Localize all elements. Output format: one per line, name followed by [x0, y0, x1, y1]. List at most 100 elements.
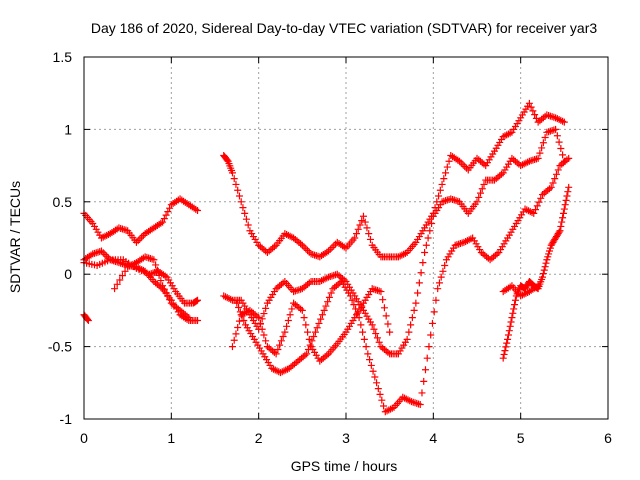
axis-ticks: 0 1 2 3 4 5 6 -1 -0.5 0 0.5 1 1.5 [48, 49, 612, 446]
y-tick-label: 1 [64, 121, 72, 137]
data-point [505, 327, 513, 335]
data-point [118, 272, 126, 280]
data-point [480, 180, 488, 188]
data-point [386, 328, 394, 336]
data-point [260, 331, 268, 339]
data-point [372, 330, 380, 338]
x-tick-label: 1 [167, 430, 175, 446]
data-point [111, 285, 119, 293]
data-point [374, 385, 382, 393]
data-point [373, 334, 381, 342]
data-point [162, 211, 170, 219]
data-point [97, 247, 105, 255]
series-track-c [80, 256, 202, 307]
data-point [351, 234, 359, 242]
data-point [284, 317, 292, 325]
data-point [260, 310, 268, 318]
data-point [473, 198, 481, 206]
data-point [420, 377, 428, 385]
data-point [504, 331, 512, 339]
x-tick-label: 6 [604, 430, 612, 446]
data-point [508, 314, 516, 322]
data-point [531, 111, 539, 119]
data-point [277, 337, 285, 345]
data-point [558, 218, 566, 226]
data-point [359, 212, 367, 220]
data-point [255, 314, 263, 322]
data-point [562, 196, 570, 204]
data-point [318, 311, 326, 319]
data-point [410, 306, 418, 314]
data-point [302, 245, 310, 253]
data-point [232, 180, 240, 188]
data-point [262, 304, 270, 312]
data-point [417, 269, 425, 277]
data-point [324, 298, 332, 306]
data-point [559, 151, 567, 159]
data-point [541, 134, 549, 142]
y-tick-label: -1 [60, 411, 73, 427]
data-point [539, 273, 546, 281]
data-point [565, 183, 573, 191]
data-point [353, 309, 361, 317]
data-point [530, 209, 538, 217]
data-point [303, 350, 311, 358]
data-point [384, 320, 392, 328]
data-point [235, 317, 243, 325]
data-point [230, 336, 238, 344]
data-point [534, 154, 542, 162]
data-point [366, 235, 374, 243]
data-point [262, 337, 270, 345]
data-point [354, 225, 362, 233]
data-point [559, 214, 567, 222]
data-point [532, 206, 540, 214]
data-point [304, 246, 312, 254]
data-point [364, 350, 372, 358]
data-point [239, 204, 247, 212]
data-point [242, 215, 250, 223]
y-tick-label: -0.5 [48, 339, 72, 355]
data-point [475, 193, 483, 201]
data-point [83, 315, 91, 323]
data-point [305, 335, 313, 343]
data-point [359, 328, 367, 336]
data-point [241, 209, 249, 217]
data-point [279, 332, 287, 340]
series-track-k [499, 282, 542, 300]
data-point [509, 309, 517, 317]
data-point [535, 198, 543, 206]
x-tick-label: 5 [517, 430, 525, 446]
data-point [436, 186, 444, 194]
data-point [306, 341, 314, 349]
data-point [152, 261, 160, 269]
data-point [375, 338, 383, 346]
data-point [552, 170, 560, 178]
data-point [322, 302, 330, 310]
data-point [325, 293, 333, 301]
data-point [300, 243, 308, 251]
data-point [150, 256, 158, 264]
series-track-g [220, 125, 568, 358]
data-point [500, 350, 508, 358]
data-point [551, 175, 559, 183]
data-point [542, 259, 550, 267]
series-track-f [220, 99, 568, 261]
grid [84, 57, 608, 419]
data-point [367, 361, 375, 369]
data-point [276, 341, 284, 349]
data-point [549, 179, 557, 187]
data-point [443, 163, 451, 171]
data-point [511, 296, 519, 304]
data-point [157, 277, 165, 285]
data-point [540, 266, 548, 274]
data-point [430, 308, 438, 316]
data-point [560, 205, 568, 213]
data-point [99, 249, 107, 257]
data-point [511, 301, 519, 309]
data-point [311, 328, 319, 336]
data-point [506, 322, 514, 330]
data-point [536, 149, 544, 157]
data-point [194, 296, 202, 304]
data-point [228, 169, 236, 177]
data-point [380, 402, 388, 410]
